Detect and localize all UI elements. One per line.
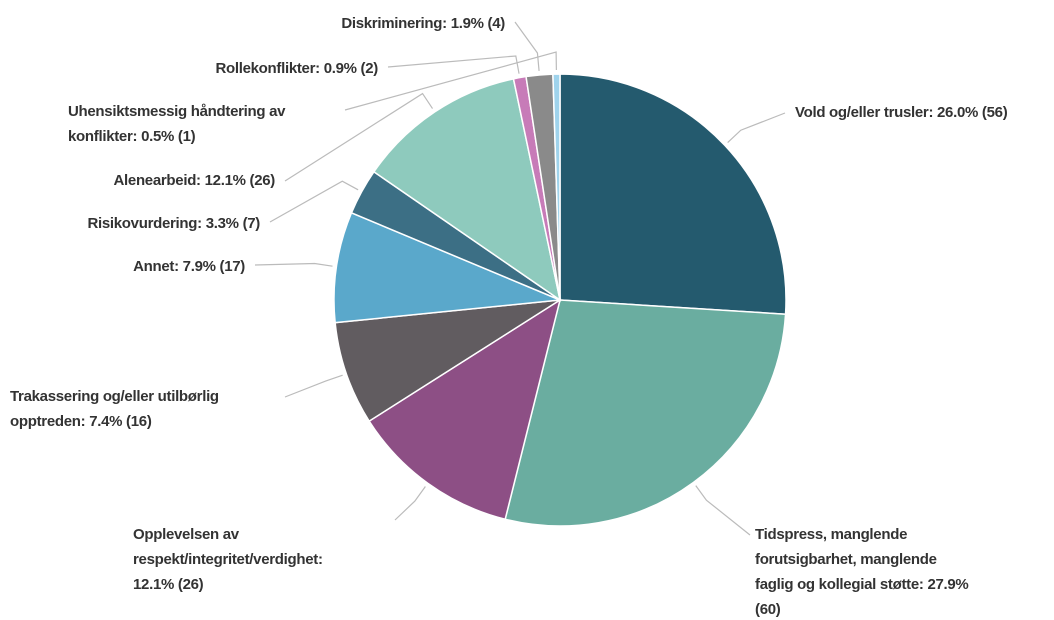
leader-line bbox=[727, 112, 786, 143]
slice-label: Rollekonflikter: 0.9% (2) bbox=[215, 60, 378, 77]
leader-line bbox=[284, 92, 434, 182]
slice-label: opptreden: 7.4% (16) bbox=[10, 413, 152, 430]
slice-label: konflikter: 0.5% (1) bbox=[68, 128, 196, 145]
pie-slice bbox=[552, 73, 561, 301]
slice-label: 12.1% (26) bbox=[133, 576, 204, 593]
slice-label: Alenearbeid: 12.1% (26) bbox=[114, 172, 276, 189]
leader-line bbox=[514, 21, 540, 72]
slice-label: Vold og/eller trusler: 26.0% (56) bbox=[795, 104, 1008, 121]
leader-line bbox=[387, 55, 520, 74]
pie-slice bbox=[333, 211, 561, 324]
leader-line bbox=[284, 374, 343, 398]
leader-line bbox=[254, 262, 333, 267]
slice-label: Uhensiktsmessig håndtering av bbox=[68, 103, 286, 120]
leader-line bbox=[394, 486, 426, 521]
slice-label: respekt/integritet/verdighet: bbox=[133, 551, 323, 568]
leader-line bbox=[695, 485, 751, 536]
leader-line bbox=[269, 180, 359, 223]
slice-label: Diskriminering: 1.9% (4) bbox=[341, 15, 505, 32]
slice-label: Risikovurdering: 3.3% (7) bbox=[87, 215, 260, 232]
leader-line bbox=[344, 51, 557, 111]
pie-slice bbox=[334, 299, 561, 423]
slice-label: faglig og kollegial støtte: 27.9% bbox=[755, 576, 968, 593]
slice-label: Trakassering og/eller utilbørlig bbox=[10, 388, 219, 405]
slice-label: forutsigbarhet, manglende bbox=[755, 551, 937, 568]
slice-label: Tidspress, manglende bbox=[755, 526, 907, 543]
slice-label: Opplevelsen av bbox=[133, 526, 240, 543]
pie-slice bbox=[504, 299, 787, 527]
pie-slice bbox=[559, 73, 787, 315]
slice-label: (60) bbox=[755, 601, 781, 618]
pie-slice bbox=[368, 298, 562, 521]
slice-label: Annet: 7.9% (17) bbox=[133, 258, 245, 275]
pie-slice bbox=[372, 77, 562, 302]
